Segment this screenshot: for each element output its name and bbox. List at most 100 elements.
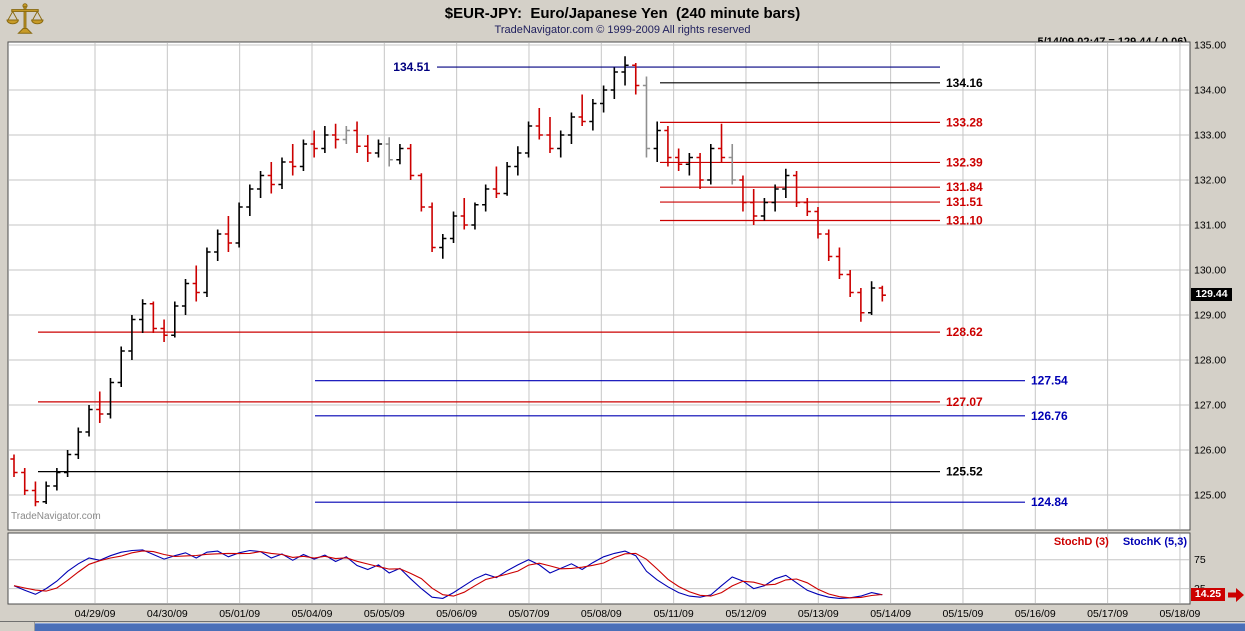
ohlc-bar	[739, 175, 747, 212]
ohlc-bar	[160, 319, 168, 342]
price-level-label: 131.84	[946, 180, 983, 194]
ohlc-bar	[782, 168, 790, 198]
plot-panels	[7, 41, 1191, 605]
date-axis-tick: 04/30/09	[147, 608, 188, 620]
ohlc-bar	[642, 76, 651, 158]
ohlc-bar	[439, 234, 447, 259]
main-plot-panel	[7, 41, 1191, 531]
ohlc-bar	[482, 184, 490, 212]
ohlc-bar	[42, 481, 50, 504]
stochd-legend-label: StochD (3)	[1053, 536, 1109, 548]
ohlc-bar	[428, 202, 436, 252]
ohlc-bar	[128, 315, 136, 360]
ohlc-bar	[85, 405, 93, 437]
ohlc-bar	[492, 166, 500, 198]
scales-logo-icon	[6, 2, 44, 38]
ohlc-bar	[632, 63, 640, 95]
ohlc-bar	[696, 153, 704, 189]
date-axis-tick: 05/07/09	[509, 608, 550, 620]
date-axis-tick: 05/11/09	[654, 608, 694, 620]
price-axis-tick: 133.00	[1194, 130, 1226, 142]
price-axis-tick: 125.00	[1194, 490, 1226, 502]
price-axis-tick: 131.00	[1194, 220, 1226, 232]
scrollbar-corner	[0, 622, 35, 631]
ohlc-bar	[235, 202, 243, 248]
ohlc-bar	[149, 301, 157, 333]
ohlc-bar-series	[10, 56, 886, 507]
date-axis-tick: 05/12/09	[726, 608, 767, 620]
ohlc-bar	[21, 468, 29, 495]
chart-header: $EUR-JPY: Euro/Japanese Yen (240 minute …	[0, 0, 1245, 40]
ohlc-bar	[524, 121, 533, 158]
ohlc-bar	[857, 288, 865, 322]
stoch-plot-panel	[7, 532, 1191, 605]
price-level-label: 127.54	[1031, 374, 1068, 388]
price-axis-tick: 126.00	[1194, 445, 1226, 457]
stoch-value-badge: 14.25	[1191, 587, 1225, 601]
ohlc-bar	[256, 171, 265, 198]
ohlc-bar	[396, 144, 404, 165]
date-axis-tick: 05/16/09	[1015, 608, 1056, 620]
ohlc-bar	[600, 85, 608, 113]
ohlc-bar	[535, 108, 543, 140]
date-axis-tick: 05/08/09	[581, 608, 622, 620]
ohlc-bar	[728, 144, 736, 185]
scales-logo-graphic	[6, 3, 44, 34]
ohlc-bar	[364, 135, 372, 162]
ohlc-bar	[471, 202, 479, 230]
price-axis-tick: 127.00	[1194, 400, 1226, 412]
price-axis-tick: 128.00	[1194, 355, 1226, 367]
ohlc-bar	[750, 189, 758, 225]
ohlc-bar	[792, 171, 801, 207]
ohlc-bar	[514, 146, 522, 176]
date-axis-tick: 05/15/09	[943, 608, 984, 620]
ohlc-bar	[878, 285, 886, 302]
ohlc-bar	[407, 144, 415, 180]
ohlc-bar	[835, 247, 844, 279]
grid-lines	[9, 43, 1189, 603]
price-level-label: 134.51	[393, 60, 430, 74]
ohlc-bar	[321, 126, 329, 153]
price-level-label: 127.07	[946, 395, 983, 409]
copyright-line: TradeNavigator.com © 1999-2009 All right…	[494, 24, 751, 36]
ohlc-bar	[224, 216, 232, 252]
date-axis-tick: 05/06/09	[436, 608, 477, 620]
ohlc-bar	[181, 279, 190, 315]
ohlc-bar	[760, 198, 768, 221]
chart-title: $EUR-JPY: Euro/Japanese Yen (240 minute …	[444, 5, 801, 22]
ohlc-bar	[675, 148, 683, 171]
date-axis-tick: 05/05/09	[364, 608, 405, 620]
price-level-label: 125.52	[946, 465, 983, 479]
ohlc-bar	[803, 198, 811, 216]
down-trend-arrow-icon	[1228, 588, 1244, 602]
ohlc-bar	[578, 94, 586, 126]
watermark: TradeNavigator.com	[11, 511, 101, 522]
horizontal-scrollbar[interactable]	[0, 622, 1245, 631]
ohlc-bar	[460, 198, 468, 230]
price-level-label: 134.16	[946, 76, 983, 90]
ohlc-bar	[74, 427, 82, 459]
price-level-label: 126.76	[1031, 409, 1068, 423]
ohlc-bar	[685, 153, 693, 176]
price-level-label: 131.10	[946, 214, 983, 228]
ohlc-bar	[342, 126, 350, 144]
ohlc-bar	[332, 123, 340, 149]
ohlc-bar	[31, 481, 40, 507]
stochd-line	[13, 550, 883, 599]
ohlc-bar	[374, 139, 383, 158]
date-axis-tick: 05/01/09	[219, 608, 260, 620]
ohlc-bar	[64, 450, 72, 477]
ohlc-bar	[771, 184, 779, 212]
scrollbar-thumb[interactable]	[34, 623, 1245, 631]
ohlc-bar	[353, 121, 361, 153]
price-axis: 135.00 134.00 133.00 132.00 131.00 130.00 129.…	[1194, 40, 1226, 596]
date-axis-tick: 05/14/09	[870, 608, 911, 620]
price-axis-tick: 129.00	[1194, 310, 1226, 322]
ohlc-bar	[717, 123, 726, 162]
ohlc-bar	[278, 157, 286, 189]
ohlc-bar	[653, 121, 661, 162]
price-axis-tick: 134.00	[1194, 85, 1226, 97]
ohlc-bar	[385, 137, 393, 167]
